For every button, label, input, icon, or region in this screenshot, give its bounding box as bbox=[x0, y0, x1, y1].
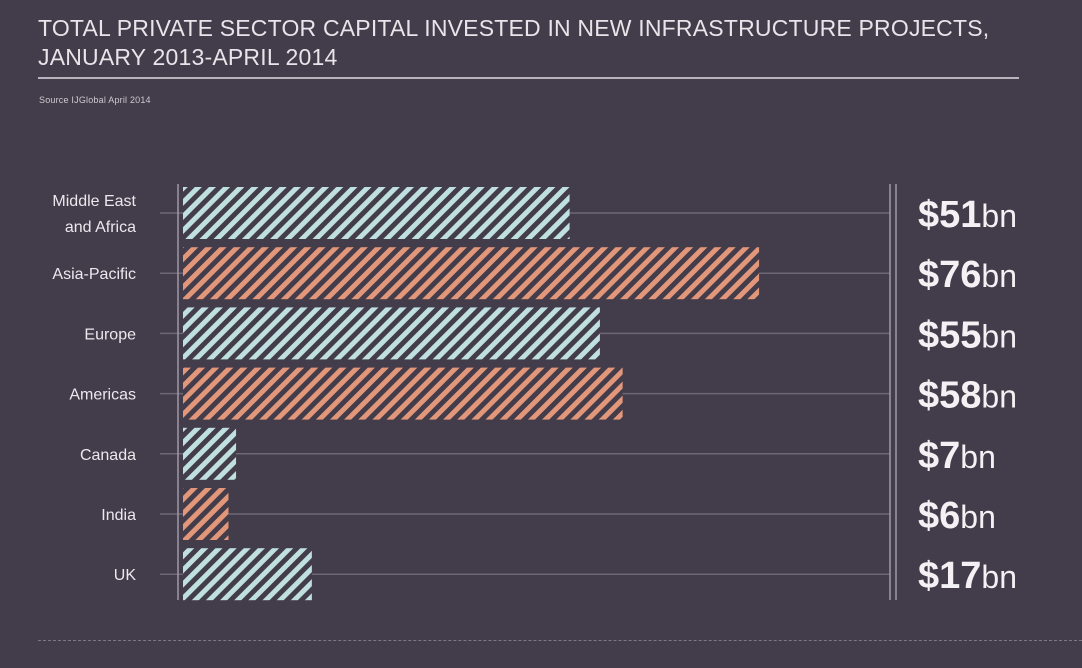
value-label: $51bn bbox=[918, 194, 1017, 236]
bar-asia-pacific bbox=[183, 247, 760, 300]
value-label: $58bn bbox=[918, 375, 1017, 417]
bar-uk bbox=[183, 548, 312, 601]
category-label: Americas bbox=[69, 387, 136, 404]
bar-middle-east-and-africa bbox=[183, 187, 570, 239]
value-labels: $51bn $76bn $55bn $58bn $7bn $6bn $17bn bbox=[918, 194, 1017, 597]
category-label: Middle East and Africa bbox=[52, 193, 136, 236]
bar-india bbox=[183, 488, 229, 540]
title-divider bbox=[38, 77, 1019, 79]
axes bbox=[177, 184, 897, 600]
category-label: Europe bbox=[84, 326, 136, 343]
value-label: $76bn bbox=[918, 254, 1017, 296]
chart-title-line2: JANUARY 2013-APRIL 2014 bbox=[38, 44, 338, 70]
chart-title-line1: TOTAL PRIVATE SECTOR CAPITAL INVESTED IN… bbox=[38, 15, 990, 41]
bar-europe bbox=[183, 307, 600, 360]
bar-canada bbox=[183, 427, 237, 480]
category-labels: Middle East and Africa Asia-Pacific Europe A… bbox=[52, 193, 136, 584]
bars bbox=[183, 187, 760, 601]
value-label: $55bn bbox=[918, 314, 1017, 356]
value-label: $6bn bbox=[918, 495, 996, 537]
source-note: Source IJGlobal April 2014 bbox=[39, 95, 151, 105]
category-label: Canada bbox=[80, 447, 136, 464]
bar-americas bbox=[183, 367, 623, 420]
value-label: $7bn bbox=[918, 435, 996, 477]
category-label: India bbox=[101, 507, 136, 524]
value-label: $17bn bbox=[918, 555, 1017, 597]
category-label: Asia-Pacific bbox=[52, 266, 136, 283]
category-label: UK bbox=[114, 567, 137, 584]
bottom-divider bbox=[38, 640, 1082, 641]
chart-title: TOTAL PRIVATE SECTOR CAPITAL INVESTED IN… bbox=[38, 14, 998, 72]
